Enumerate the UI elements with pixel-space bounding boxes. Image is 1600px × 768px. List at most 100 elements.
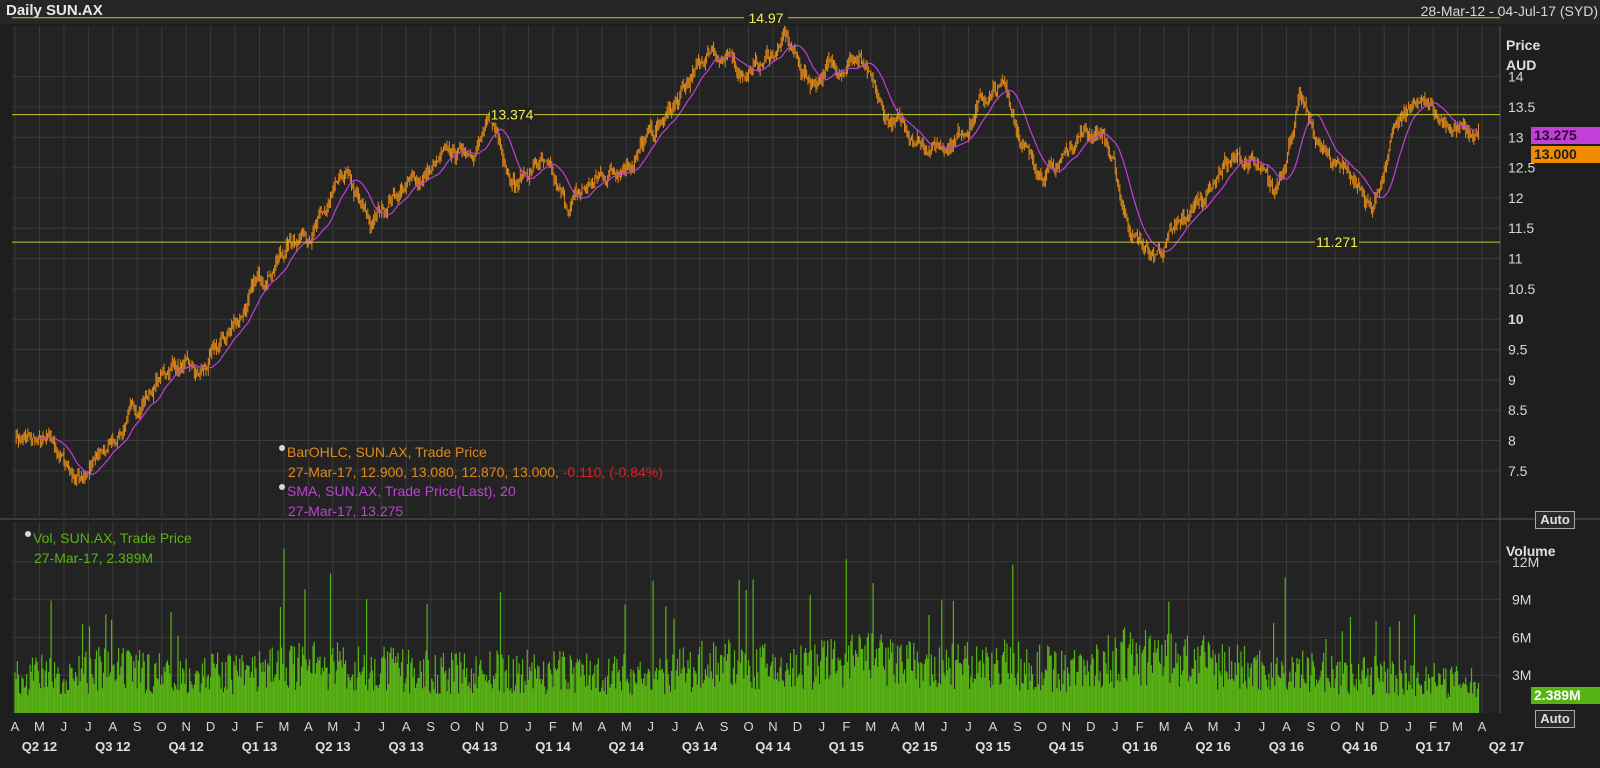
volume-bar — [411, 658, 413, 713]
volume-bar — [1234, 662, 1236, 713]
volume-bar — [1444, 679, 1446, 713]
volume-bar — [963, 659, 965, 713]
volume-bar — [423, 659, 425, 713]
volume-bar — [406, 663, 408, 713]
volume-bar — [846, 661, 849, 713]
volume-bar — [875, 648, 878, 713]
volume-bar — [811, 689, 814, 713]
volume-legend-name[interactable]: Vol, SUN.AX, Trade Price — [25, 529, 192, 549]
volume-bar — [1326, 677, 1328, 713]
volume-bar — [1178, 686, 1180, 713]
volume-bar — [1355, 678, 1357, 713]
volume-bar — [376, 685, 378, 713]
volume-bar — [730, 683, 732, 713]
volume-bar — [1125, 677, 1127, 713]
month-tick-label: J — [672, 719, 679, 734]
volume-bar — [38, 683, 41, 713]
volume-bar — [1360, 683, 1362, 713]
volume-bar — [1106, 673, 1108, 713]
sma-legend-name[interactable]: SMA, SUN.AX, Trade Price(Last), 20 — [279, 482, 663, 502]
volume-bar — [1359, 679, 1361, 713]
month-tick-label: J — [1405, 719, 1412, 734]
volume-bar — [974, 679, 977, 713]
volume-bar — [512, 658, 514, 713]
volume-bar — [929, 685, 931, 713]
volume-bar — [1222, 686, 1225, 713]
volume-bar — [1198, 673, 1200, 713]
volume-bar — [685, 682, 687, 713]
volume-bar — [311, 673, 313, 713]
volume-bar — [474, 683, 476, 713]
volume-bar — [595, 687, 597, 713]
volume-bar — [752, 579, 754, 713]
volume-bar — [894, 683, 896, 713]
volume-bar — [70, 667, 72, 713]
volume-bar — [313, 641, 315, 713]
volume-bar — [1007, 673, 1009, 713]
volume-bar — [825, 656, 828, 713]
month-tick-label: M — [1208, 719, 1219, 734]
volume-bar — [397, 652, 399, 713]
month-tick-label: J — [525, 719, 532, 734]
price-auto-scale-button[interactable]: Auto — [1535, 511, 1575, 529]
volume-bar — [20, 694, 22, 713]
volume-bar — [492, 675, 495, 713]
volume-bar — [183, 670, 185, 713]
volume-auto-scale-button[interactable]: Auto — [1535, 710, 1575, 728]
volume-bar — [1388, 693, 1390, 713]
volume-bar — [603, 691, 605, 713]
volume-bar — [101, 688, 103, 713]
volume-bar — [462, 669, 464, 713]
volume-bar — [914, 659, 916, 713]
volume-bar — [553, 651, 555, 713]
volume-bar — [636, 683, 638, 713]
volume-bar — [1181, 675, 1183, 713]
volume-bar — [887, 647, 889, 713]
volume-bar — [590, 690, 592, 713]
volume-bar — [721, 655, 723, 713]
volume-bar — [134, 667, 136, 713]
volume-bar — [738, 579, 740, 713]
volume-bar — [956, 659, 958, 713]
volume-bar — [667, 673, 669, 713]
volume-bar — [1054, 651, 1056, 713]
volume-bar — [105, 614, 107, 713]
month-tick-label: J — [1112, 719, 1119, 734]
volume-bar — [906, 645, 908, 713]
volume-bar — [1203, 635, 1205, 713]
volume-bar — [1439, 674, 1441, 713]
volume-bar — [912, 671, 914, 713]
volume-bar — [888, 659, 890, 713]
volume-bar — [435, 693, 438, 713]
volume-bar — [1334, 678, 1336, 713]
volume-bar — [1021, 682, 1023, 713]
month-tick-label: A — [108, 719, 117, 734]
volume-bar — [424, 686, 426, 713]
volume-bar — [1418, 683, 1420, 713]
volume-bar — [1427, 674, 1430, 713]
volume-bar — [992, 684, 994, 713]
volume-bar — [1331, 655, 1333, 713]
volume-bar — [1155, 652, 1157, 713]
volume-bar — [1291, 656, 1293, 713]
volume-bar — [1397, 695, 1399, 713]
volume-bar — [304, 589, 306, 713]
month-tick-label: F — [842, 719, 850, 734]
volume-bar — [1214, 654, 1216, 713]
volume-bar — [694, 670, 696, 713]
volume-bar — [787, 669, 789, 713]
reference-label-bg — [744, 9, 788, 26]
volume-bar — [609, 687, 611, 713]
volume-bar — [80, 668, 82, 713]
volume-bar — [36, 661, 38, 713]
volume-bar — [200, 683, 202, 713]
volume-bar — [1165, 656, 1168, 713]
volume-bar — [740, 649, 743, 713]
volume-bar — [1168, 601, 1170, 713]
volume-bar — [395, 656, 397, 713]
volume-bar — [1385, 692, 1388, 713]
volume-bar — [673, 618, 675, 713]
volume-bar — [324, 657, 326, 713]
ohlc-legend-name[interactable]: BarOHLC, SUN.AX, Trade Price — [279, 443, 663, 463]
